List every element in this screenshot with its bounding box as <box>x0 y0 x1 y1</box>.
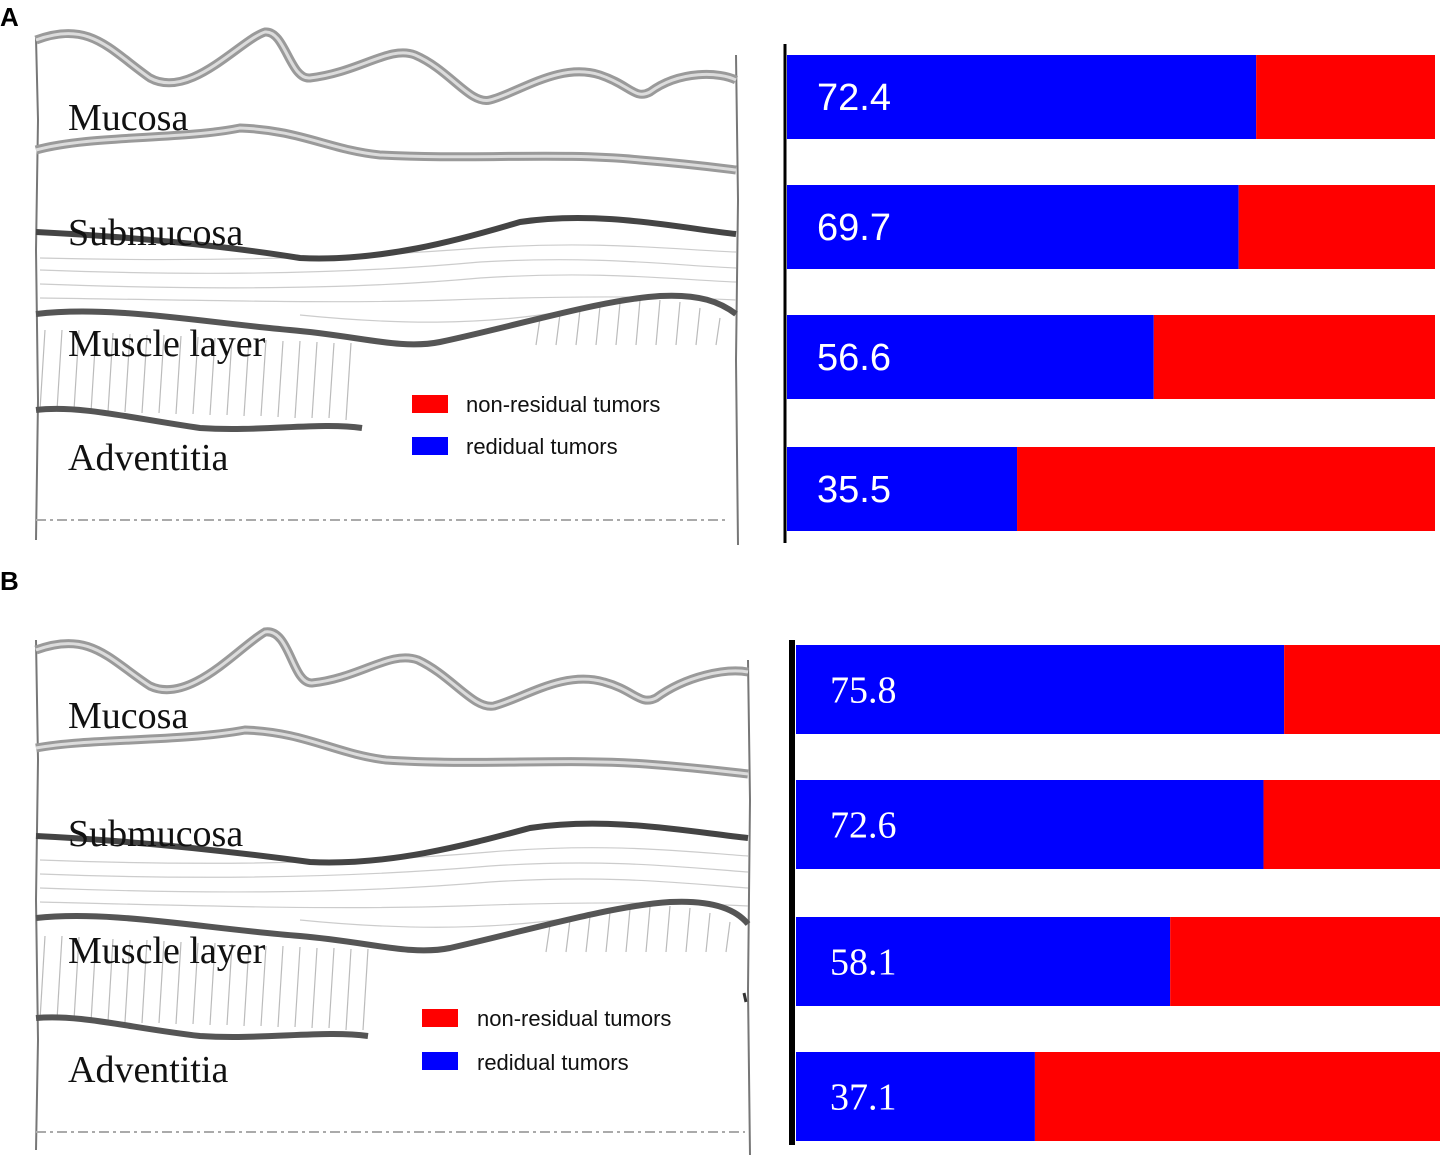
bar-residual-2 <box>796 780 1264 869</box>
bar-nonresidual-1 <box>1284 645 1440 734</box>
bar-value-label-1: 75.8 <box>830 670 897 712</box>
bar-nonresidual-1 <box>1256 55 1435 139</box>
bar-residual-3 <box>787 315 1154 399</box>
bar-nonresidual-2 <box>1238 185 1435 269</box>
bar-nonresidual-3 <box>1170 917 1440 1006</box>
layer-label-muscle: Muscle layer <box>68 930 266 972</box>
legend-a: non-residual tumors redidual tumors <box>412 392 660 459</box>
bar-value-label-3: 58.1 <box>830 942 897 984</box>
bar-residual-4 <box>796 1052 1035 1141</box>
bar-residual-4 <box>787 447 1018 531</box>
bar-residual-1 <box>796 645 1285 734</box>
legend-swatch-residual <box>412 437 448 455</box>
layer-label-submucosa: Submucosa <box>68 212 243 254</box>
muscle-hatching <box>39 299 721 421</box>
bar-residual-1 <box>787 55 1257 139</box>
legend-label-residual: redidual tumors <box>477 1050 629 1075</box>
bar-nonresidual-3 <box>1153 315 1435 399</box>
legend-label-residual: redidual tumors <box>466 434 618 459</box>
legend-swatch-nonresidual <box>412 395 448 413</box>
bar-nonresidual-4 <box>1034 1052 1440 1141</box>
tissue-schematic-a: Mucosa Submucosa Muscle layer Adventitia… <box>34 27 740 546</box>
legend-label-nonresidual: non-residual tumors <box>477 1006 671 1031</box>
layer-label-mucosa: Mucosa <box>68 97 188 139</box>
legend-label-nonresidual: non-residual tumors <box>466 392 660 417</box>
legend-swatch-nonresidual <box>422 1009 458 1027</box>
legend-swatch-residual <box>422 1052 458 1070</box>
bar-residual-2 <box>787 185 1239 269</box>
panel-b-letter: B <box>0 566 19 596</box>
bar-value-label-4: 35.5 <box>817 469 891 511</box>
panel-a-letter: A <box>0 2 19 32</box>
layer-label-mucosa: Mucosa <box>68 695 188 737</box>
bar-residual-3 <box>796 917 1171 1006</box>
bar-nonresidual-2 <box>1263 780 1440 869</box>
bar-value-label-2: 69.7 <box>817 207 891 249</box>
bar-value-label-4: 37.1 <box>830 1077 897 1119</box>
layer-label-adventitia: Adventitia <box>68 1049 229 1091</box>
submucosa-fibers <box>39 244 737 323</box>
stacked-bar-chart-a: 72.4 69.7 56.6 35.5 <box>783 44 1435 543</box>
bar-value-label-3: 56.6 <box>817 337 891 379</box>
layer-label-adventitia: Adventitia <box>68 437 229 479</box>
layer-label-submucosa: Submucosa <box>68 813 243 855</box>
legend-b: non-residual tumors redidual tumors <box>422 1006 671 1075</box>
bar-value-label-1: 72.4 <box>817 77 891 119</box>
layer-label-muscle: Muscle layer <box>68 323 266 365</box>
bar-nonresidual-4 <box>1017 447 1435 531</box>
muscle-hatching <box>39 905 731 1031</box>
stacked-bar-chart-b: 75.8 72.6 58.1 37.1 <box>789 640 1440 1145</box>
tissue-schematic-b: Mucosa Submucosa Muscle layer Adventitia… <box>34 627 752 1156</box>
bar-value-label-2: 72.6 <box>830 805 897 847</box>
